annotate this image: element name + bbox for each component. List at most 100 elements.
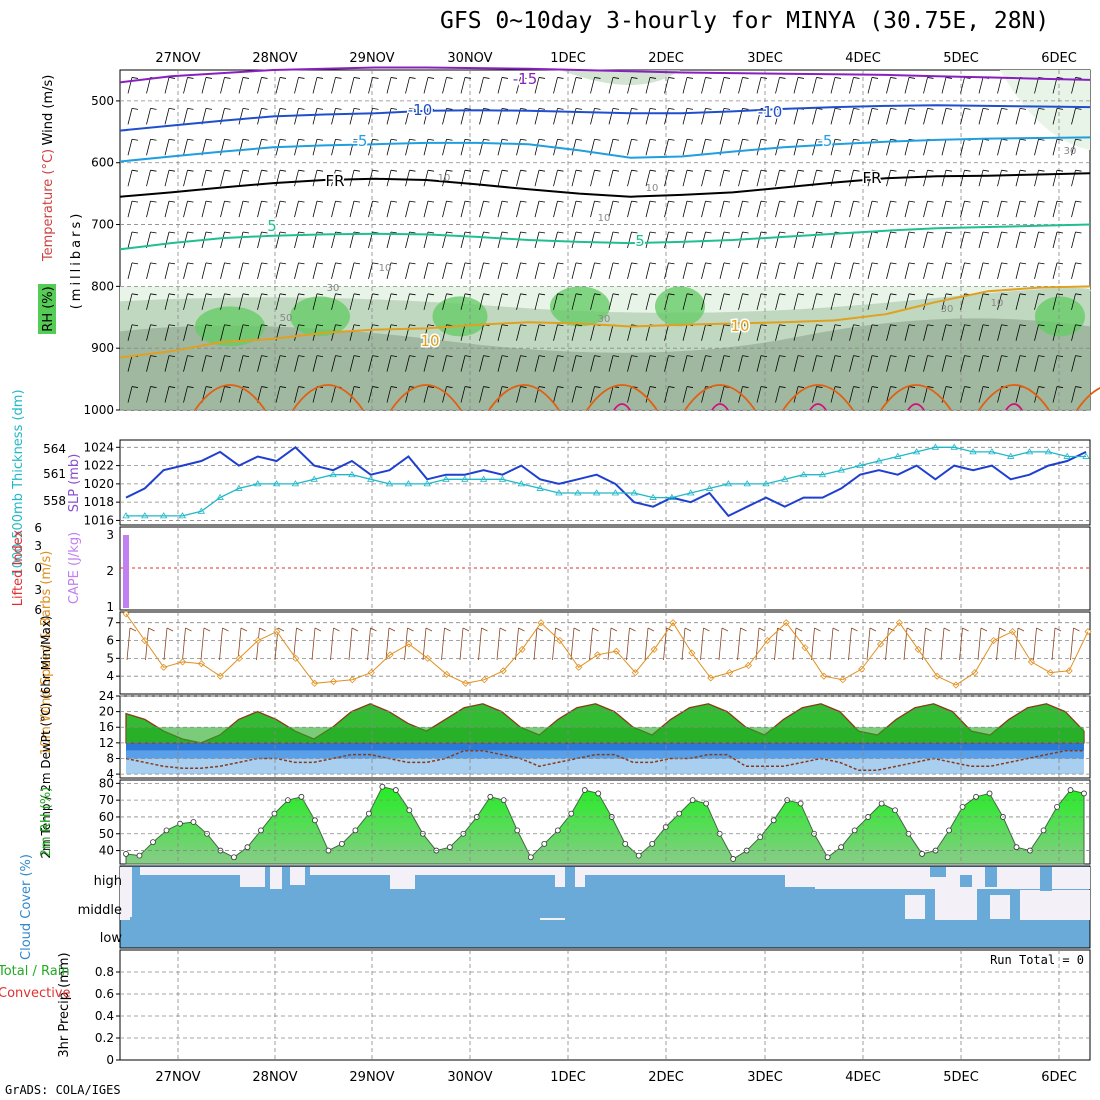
wind-barb-staff (349, 324, 355, 341)
cloud-clear-region (140, 867, 240, 875)
wind-barb-staff (682, 262, 688, 280)
wind-barb-flag (279, 138, 287, 141)
wind10-barb-staff (644, 627, 649, 661)
wind-barb-flag (1038, 138, 1045, 141)
wind-barb-flag (224, 324, 231, 327)
wind-barb-staff (627, 355, 632, 372)
wind-barb-flag (168, 324, 176, 327)
wind10-barb-flag (999, 627, 1006, 632)
wind-barb-flag (853, 77, 860, 79)
wind-barb-staff (405, 77, 410, 94)
wind-barb-flag (464, 77, 472, 79)
wind-barb-staff (867, 262, 873, 280)
wind-barb-staff (294, 170, 299, 187)
wind-barb-flag (520, 293, 527, 296)
wind-barb-flag (649, 138, 657, 141)
wind-barb-flag (353, 324, 361, 327)
wind-barb-flag (945, 262, 953, 265)
wind-barb-flag (1075, 262, 1082, 265)
wind-barb-staff (349, 77, 355, 94)
wind-barb-staff (460, 200, 466, 218)
rh2m-point (244, 844, 251, 851)
wind-barb-flag (797, 262, 805, 265)
rh2m-point (231, 854, 237, 861)
wind-barb-flag (705, 293, 712, 296)
wind-barb-flag (168, 386, 176, 388)
wind-barb-staff (830, 355, 836, 372)
wind-barb-flag (427, 77, 435, 79)
wind-barb-flag (353, 355, 361, 358)
wind10-barb-flag (906, 627, 914, 632)
isotherm-label: 5 (267, 217, 277, 235)
li-tick-label: 3 (34, 539, 42, 553)
wind-barb-flag (372, 169, 379, 172)
wind-barb-staff (312, 355, 318, 372)
cape-frame (119, 526, 1091, 611)
cloud-block (985, 867, 997, 887)
wind-barb-flag (1001, 355, 1008, 358)
wind-barb-staff (238, 231, 244, 249)
wind-barb-staff (590, 386, 595, 403)
date-label-top: 27NOV (155, 51, 200, 66)
wind-barb-staff (405, 293, 410, 310)
wind-barb-flag (797, 169, 805, 172)
wind10-barb-staff (515, 627, 519, 661)
wind-barb-staff (534, 324, 540, 341)
wind-barb-flag (427, 262, 435, 265)
wind-barb-staff (627, 170, 632, 187)
date-label-bottom: 28NOV (252, 1070, 297, 1085)
wind-barb-flag (1019, 107, 1027, 110)
wind-barb-flag (705, 262, 712, 265)
wind-barb-staff (516, 386, 521, 403)
isotherm-line (119, 172, 1091, 198)
precip-panel: 0 0.2 0.4 0.6 0.8 Run Total = 0 3hr Precip (… (0, 949, 1091, 1067)
rh-contour-label: 10 (438, 173, 451, 184)
wind-barb-staff (867, 77, 873, 94)
wind-barb-staff (923, 293, 928, 310)
rh2m-point (392, 787, 399, 793)
wind-barb-staff (830, 386, 836, 403)
wind-barb-staff (1071, 231, 1076, 249)
wind-barb-staff (164, 231, 170, 249)
wind-barb-flag (779, 262, 786, 265)
temp-lower-band (126, 727, 1084, 743)
wind-barb-flag (871, 107, 879, 110)
wind-barb-staff (294, 262, 299, 280)
rh2m-point (1081, 790, 1087, 797)
wind-barb-staff (941, 170, 947, 187)
wind-barb-flag (908, 107, 916, 110)
wind-barb-staff (997, 108, 1002, 125)
wind-barb-flag (1056, 169, 1064, 172)
wind-barb-staff (960, 200, 965, 218)
wind-barb-flag (742, 324, 749, 327)
wind-barb-flag (298, 138, 305, 141)
wind10-barb-staff (940, 627, 945, 661)
wind-barb-flag (150, 324, 157, 327)
wind-barb-flag (390, 355, 398, 358)
wind-barb-staff (553, 170, 558, 187)
wind-barb-staff (534, 139, 540, 156)
wind-barb-flag (594, 200, 601, 203)
wind-barb-staff (941, 231, 947, 249)
wind-barb-staff (849, 77, 854, 94)
rh2m-point (838, 844, 845, 851)
wind-barb-flag (779, 231, 786, 234)
wind-barb-staff (830, 262, 836, 280)
wind-barb-flag (964, 200, 971, 203)
wind-barb-staff (516, 77, 521, 94)
wind-barb-staff (904, 324, 910, 341)
wind-barb-flag (927, 169, 934, 172)
wind-barb-staff (442, 77, 447, 94)
wind-barb-staff (1015, 139, 1021, 156)
wind-barb-staff (849, 262, 854, 280)
isotherm-15-arc (488, 384, 560, 411)
cloud-clear-region (240, 867, 265, 887)
wind-barb-flag (1056, 262, 1064, 265)
isotherm-line (119, 285, 1091, 359)
wind10-barb-flag (203, 627, 211, 632)
rh2m-point (1013, 844, 1020, 851)
wind-barb-staff (423, 170, 429, 187)
wind-barb-flag (594, 138, 601, 141)
series-line (126, 446, 1086, 517)
wind-barb-staff (571, 293, 577, 310)
